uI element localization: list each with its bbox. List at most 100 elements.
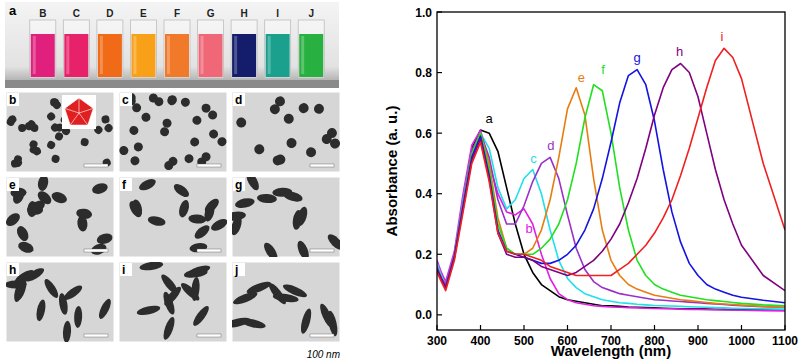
series-line (437, 88, 785, 308)
x-tick (697, 325, 698, 330)
label-box (7, 263, 19, 276)
series-line (437, 133, 785, 307)
tem-panel: e (4, 174, 114, 257)
tem-background (232, 262, 340, 342)
photo-base (5, 80, 339, 88)
vial: J (298, 8, 324, 78)
particle (190, 277, 200, 302)
particle (186, 263, 211, 278)
particle (14, 278, 29, 301)
x-tick-label: 500 (514, 334, 534, 348)
particle (261, 241, 280, 257)
vial-highlight (201, 36, 204, 74)
tem-background (119, 92, 227, 172)
vial: G (198, 8, 224, 78)
particles (119, 92, 227, 171)
x-tick (741, 325, 742, 330)
particle (188, 136, 201, 149)
particle (318, 302, 336, 329)
x-tick (523, 325, 524, 330)
particle (188, 214, 207, 225)
particle (162, 285, 184, 308)
vial-highlight (66, 36, 69, 74)
vial-label: D (106, 8, 113, 19)
particle (80, 138, 89, 147)
panel-label: i (122, 263, 125, 277)
tem-panel: b (6, 92, 114, 172)
y-tick (437, 254, 442, 255)
vial-liquid (199, 34, 223, 77)
vial-liquid (232, 34, 256, 77)
x-tick (654, 325, 655, 330)
particle (17, 240, 36, 255)
particle (62, 321, 71, 342)
particle (147, 215, 166, 228)
particle (208, 129, 219, 140)
particle (161, 316, 176, 341)
vial-liquid (266, 34, 290, 77)
particle (172, 181, 192, 199)
vial: I (265, 8, 291, 78)
particle (12, 157, 23, 168)
vial-label: G (207, 8, 215, 19)
vial-liquid (131, 34, 155, 77)
particle (285, 137, 298, 150)
vial-liquid (31, 34, 55, 77)
particle (77, 215, 89, 232)
curve-label: a (486, 111, 494, 126)
particle (131, 198, 144, 218)
series-line (437, 133, 785, 309)
particle (132, 141, 145, 154)
particle (312, 102, 326, 116)
particle (295, 206, 309, 228)
panel-label: g (235, 178, 242, 192)
y-tick (437, 11, 442, 12)
tem-background (232, 92, 340, 172)
photo-background (5, 2, 339, 88)
scale-bar (197, 249, 221, 252)
particle (162, 118, 172, 128)
curve-label: d (547, 138, 554, 153)
tem-panel: i (119, 260, 227, 342)
vial-highlight (133, 36, 136, 74)
label-box (233, 263, 245, 276)
vial-highlight (167, 36, 170, 74)
particle (232, 215, 244, 237)
particle (26, 119, 37, 130)
y-tick-label: 0.8 (415, 66, 432, 80)
vial-glass (30, 20, 56, 78)
label-box (233, 93, 245, 106)
curve-label: c (530, 151, 537, 166)
figure: aBCDEFGHIJbcdefghij100 nm300400500600700… (0, 0, 800, 363)
panel-label: b (9, 93, 16, 107)
vial: H (231, 8, 257, 78)
scale-bar (310, 334, 334, 337)
tem-background (232, 177, 340, 257)
particle (281, 282, 308, 300)
particle (192, 223, 212, 242)
particle (192, 115, 203, 126)
particle (97, 297, 114, 320)
series-line (437, 85, 785, 306)
page: {"chart_data": { "type": "line", "x_labe… (0, 0, 800, 363)
x-tick-label: 1100 (772, 334, 798, 348)
particle (129, 155, 141, 167)
particle (96, 232, 114, 246)
y-tick-label: 1.0 (415, 6, 432, 20)
x-tick (784, 325, 785, 330)
vial-label: B (39, 8, 46, 19)
particle (91, 181, 109, 195)
particle (232, 290, 259, 307)
particle (128, 125, 139, 136)
particle (180, 97, 191, 108)
particle (148, 92, 159, 103)
panel-label: h (9, 263, 16, 277)
particle (103, 122, 114, 133)
vial: B (30, 8, 56, 78)
scale-bar (84, 249, 108, 252)
inset-pentagon (65, 98, 94, 125)
series-line (437, 130, 785, 310)
vial-highlight (234, 36, 237, 74)
x-tick-label: 400 (470, 334, 490, 348)
scale-bar (84, 164, 108, 167)
